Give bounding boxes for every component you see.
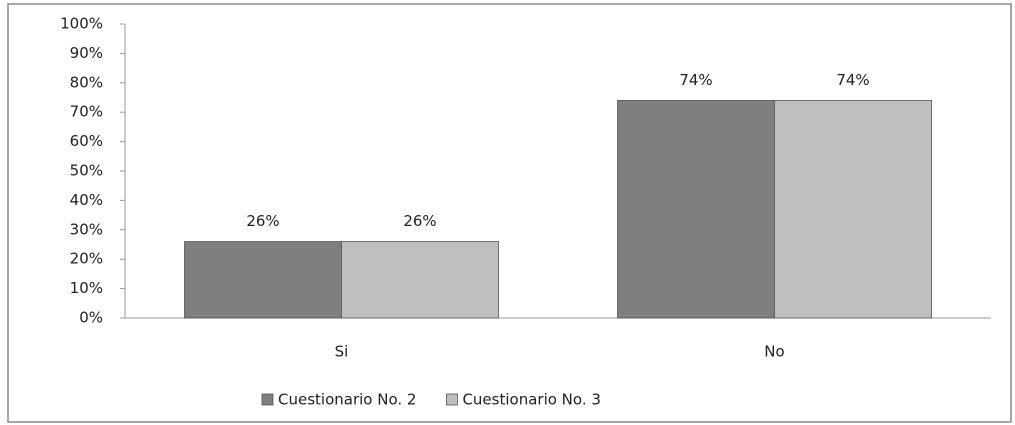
- y-tick-label: 40%: [70, 191, 103, 209]
- y-tick-label: 50%: [70, 162, 103, 180]
- x-tick-label: Si: [335, 343, 349, 361]
- x-tick-label: No: [764, 343, 784, 361]
- y-tick-label: 20%: [70, 250, 103, 268]
- y-tick-label: 60%: [70, 132, 103, 150]
- y-tick-label: 30%: [70, 220, 103, 238]
- bar: [617, 100, 775, 319]
- data-label: 74%: [836, 71, 869, 89]
- y-tick-label: 90%: [70, 44, 103, 62]
- legend-label: Cuestionario No. 3: [462, 391, 600, 409]
- data-label: 26%: [246, 212, 279, 230]
- bar: [774, 100, 932, 319]
- y-tick-label: 100%: [60, 15, 103, 33]
- y-tick-label: 0%: [79, 309, 103, 327]
- data-label: 74%: [679, 71, 712, 89]
- legend-label: Cuestionario No. 2: [278, 391, 416, 409]
- y-tick-label: 80%: [70, 73, 103, 91]
- y-tick-label: 70%: [70, 103, 103, 121]
- chart-frame: [7, 3, 1012, 423]
- legend-swatch: [261, 393, 274, 406]
- legend-swatch: [446, 393, 458, 406]
- y-tick-label: 10%: [70, 279, 103, 297]
- bar: [184, 241, 342, 319]
- data-label: 26%: [403, 212, 436, 230]
- bar: [341, 241, 499, 319]
